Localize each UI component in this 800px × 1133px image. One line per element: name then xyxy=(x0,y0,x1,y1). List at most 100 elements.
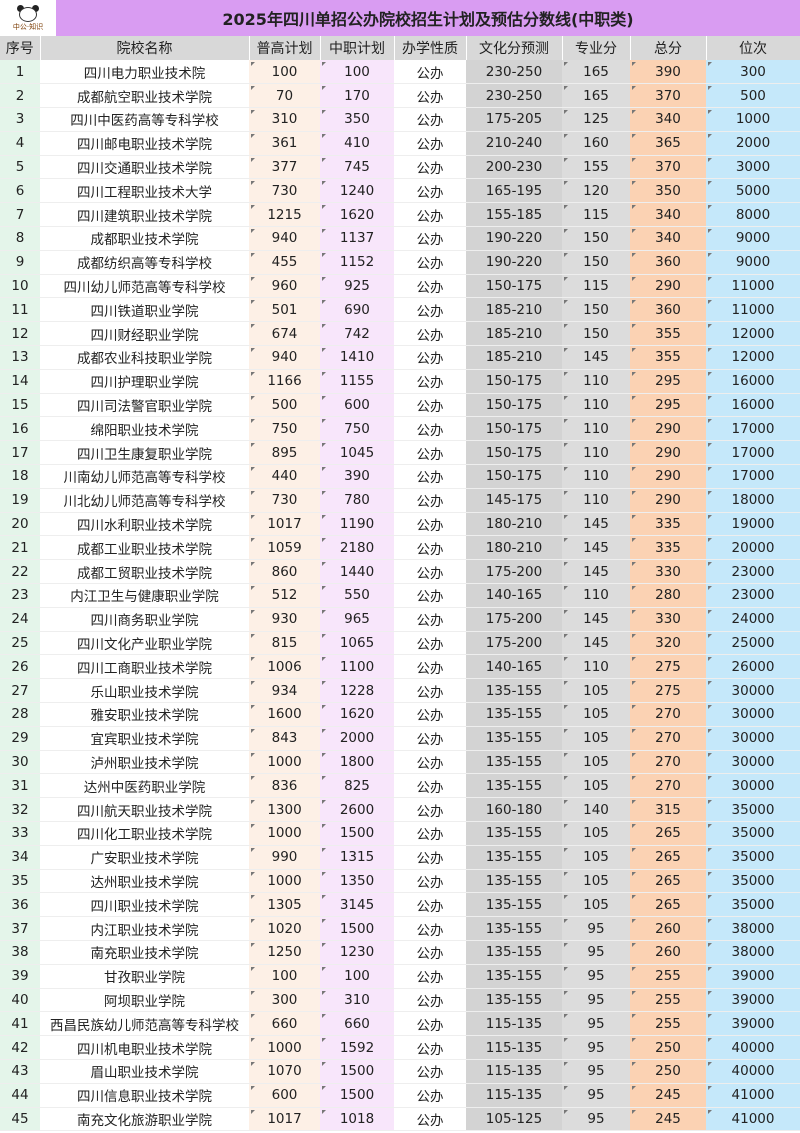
cell-school-type: 公办 xyxy=(394,83,466,109)
cell-general-plan: 1250 xyxy=(249,940,320,965)
cell-major-score: 95 xyxy=(562,1011,630,1037)
cell-general-plan: 1059 xyxy=(249,535,320,561)
cell-vocational-plan: 2180 xyxy=(320,535,394,561)
cell-school-type: 公办 xyxy=(394,678,466,704)
cell-school-type: 公办 xyxy=(394,559,466,585)
cell-school-type: 公办 xyxy=(394,1059,466,1084)
cell-vocational-plan: 1065 xyxy=(320,631,394,656)
table-row: 38 南充职业技术学院 1250 1230 公办 135-155 95 260 38000 xyxy=(0,940,800,965)
table-row: 32 四川航天职业技术学院 1300 2600 公办 160-180 140 315 35000 xyxy=(0,797,800,822)
cell-culture-score: 175-205 xyxy=(466,107,562,132)
cell-seq: 39 xyxy=(0,964,40,989)
table-row: 40 阿坝职业学院 300 310 公办 135-155 95 255 39000 xyxy=(0,988,800,1013)
cell-rank: 25000 xyxy=(706,631,800,656)
header-row: 序号 院校名称 普高计划 中职计划 办学性质 文化分预测 专业分 总分 位次 xyxy=(0,36,800,60)
cell-total-score: 335 xyxy=(630,535,706,561)
cell-school-type: 公办 xyxy=(394,869,466,894)
cell-vocational-plan: 310 xyxy=(320,988,394,1013)
cell-rank: 30000 xyxy=(706,702,800,727)
table-row: 28 雅安职业技术学院 1600 1620 公办 135-155 105 270 30000 xyxy=(0,702,800,727)
table-row: 18 川南幼儿师范高等专科学校 440 390 公办 150-175 110 290 17000 xyxy=(0,464,800,489)
cell-major-score: 105 xyxy=(562,726,630,751)
cell-school-name: 宜宾职业技术学院 xyxy=(40,726,249,751)
cell-school-type: 公办 xyxy=(394,464,466,489)
table-row: 6 四川工程职业技术大学 730 1240 公办 165-195 120 350 5000 xyxy=(0,178,800,204)
cell-general-plan: 1166 xyxy=(249,369,320,394)
cell-total-score: 335 xyxy=(630,512,706,537)
cell-culture-score: 135-155 xyxy=(466,702,562,727)
cell-seq: 3 xyxy=(0,107,40,132)
column-header-major-score: 专业分 xyxy=(562,36,631,60)
table-row: 7 四川建筑职业技术学院 1215 1620 公办 155-185 115 340 8000 xyxy=(0,202,800,228)
cell-school-type: 公办 xyxy=(394,250,466,275)
cell-total-score: 290 xyxy=(630,440,706,466)
cell-total-score: 355 xyxy=(630,345,706,370)
cell-seq: 27 xyxy=(0,678,40,704)
cell-general-plan: 1070 xyxy=(249,1059,320,1084)
cell-major-score: 115 xyxy=(562,202,630,228)
cell-major-score: 110 xyxy=(562,583,630,608)
cell-seq: 14 xyxy=(0,369,40,394)
table-row: 39 甘孜职业学院 100 100 公办 135-155 95 255 39000 xyxy=(0,964,800,989)
cell-culture-score: 175-200 xyxy=(466,631,562,656)
cell-vocational-plan: 1137 xyxy=(320,226,394,251)
cell-major-score: 150 xyxy=(562,297,630,323)
cell-school-type: 公办 xyxy=(394,202,466,228)
cell-rank: 16000 xyxy=(706,393,800,418)
cell-vocational-plan: 750 xyxy=(320,416,394,442)
table-row: 15 四川司法警官职业学院 500 600 公办 150-175 110 295 16000 xyxy=(0,393,800,418)
cell-general-plan: 70 xyxy=(249,83,320,109)
cell-school-type: 公办 xyxy=(394,607,466,632)
cell-general-plan: 361 xyxy=(249,131,320,156)
cell-total-score: 355 xyxy=(630,321,706,347)
column-header-school-type: 办学性质 xyxy=(394,36,467,60)
cell-seq: 8 xyxy=(0,226,40,251)
cell-seq: 35 xyxy=(0,869,40,894)
cell-seq: 43 xyxy=(0,1059,40,1084)
cell-seq: 17 xyxy=(0,440,40,466)
cell-vocational-plan: 742 xyxy=(320,321,394,347)
cell-rank: 35000 xyxy=(706,845,800,870)
table-row: 29 宜宾职业技术学院 843 2000 公办 135-155 105 270 30000 xyxy=(0,726,800,751)
table-row: 24 四川商务职业学院 930 965 公办 175-200 145 330 24000 xyxy=(0,607,800,632)
cell-vocational-plan: 1440 xyxy=(320,559,394,585)
cell-rank: 38000 xyxy=(706,916,800,941)
cell-culture-score: 150-175 xyxy=(466,393,562,418)
table-row: 5 四川交通职业技术学院 377 745 公办 200-230 155 370 3000 xyxy=(0,155,800,180)
cell-seq: 25 xyxy=(0,631,40,656)
cell-major-score: 105 xyxy=(562,869,630,894)
column-header-school-name: 院校名称 xyxy=(40,36,250,60)
cell-general-plan: 100 xyxy=(249,964,320,989)
cell-school-name: 眉山职业技术学院 xyxy=(40,1059,249,1084)
cell-school-name: 四川水利职业技术学院 xyxy=(40,512,249,537)
cell-total-score: 360 xyxy=(630,250,706,275)
cell-general-plan: 836 xyxy=(249,773,320,799)
cell-vocational-plan: 350 xyxy=(320,107,394,132)
cell-major-score: 165 xyxy=(562,83,630,109)
cell-total-score: 270 xyxy=(630,750,706,775)
cell-culture-score: 165-195 xyxy=(466,178,562,204)
cell-rank: 8000 xyxy=(706,202,800,228)
cell-major-score: 95 xyxy=(562,1035,630,1060)
cell-culture-score: 115-135 xyxy=(466,1035,562,1060)
cell-general-plan: 1000 xyxy=(249,1035,320,1060)
cell-school-type: 公办 xyxy=(394,845,466,870)
cell-school-type: 公办 xyxy=(394,60,466,85)
cell-general-plan: 1017 xyxy=(249,512,320,537)
cell-rank: 9000 xyxy=(706,226,800,251)
table-row: 12 四川财经职业学院 674 742 公办 185-210 150 355 12000 xyxy=(0,321,800,347)
cell-general-plan: 512 xyxy=(249,583,320,608)
cell-school-type: 公办 xyxy=(394,535,466,561)
cell-rank: 1000 xyxy=(706,107,800,132)
cell-seq: 29 xyxy=(0,726,40,751)
cell-total-score: 340 xyxy=(630,226,706,251)
cell-major-score: 105 xyxy=(562,773,630,799)
cell-school-name: 川北幼儿师范高等专科学校 xyxy=(40,488,249,513)
cell-school-type: 公办 xyxy=(394,1035,466,1060)
cell-vocational-plan: 100 xyxy=(320,60,394,85)
cell-culture-score: 230-250 xyxy=(466,83,562,109)
cell-seq: 24 xyxy=(0,607,40,632)
cell-rank: 17000 xyxy=(706,464,800,489)
table-row: 30 泸州职业技术学院 1000 1800 公办 135-155 105 270 30000 xyxy=(0,750,800,775)
cell-vocational-plan: 2600 xyxy=(320,797,394,822)
